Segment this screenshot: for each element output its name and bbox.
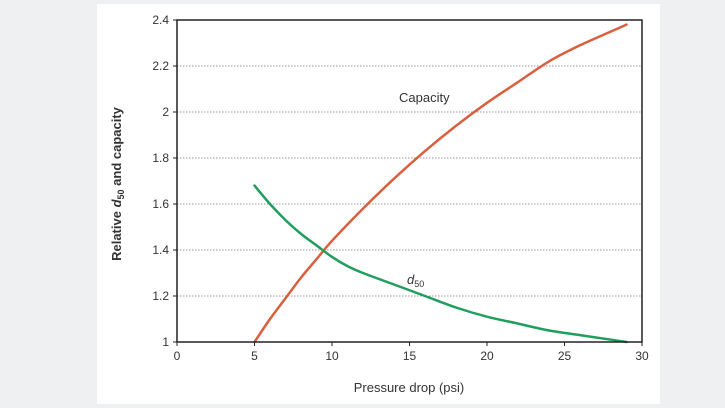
y-tick-label: 1.6: [152, 197, 169, 211]
d50-line: [253, 184, 628, 344]
y-tick-label: 2: [162, 105, 169, 119]
y-axis-label-italic: d: [109, 198, 124, 207]
y-tick-label: 1.8: [152, 151, 169, 165]
line-chart: 0 5 10 15 20 25 30 1 1.2 1.4 1.6 1.8 2 2.2 2.4 Pressu…: [109, 13, 649, 395]
x-tick-label: 25: [558, 349, 572, 363]
chart-panel: 0 5 10 15 20 25 30 1 1.2 1.4 1.6 1.8 2 2.2 2.4 Pressu…: [97, 4, 660, 404]
x-axis-ticks: 0 5 10 15 20 25 30: [174, 342, 649, 363]
capacity-line: [253, 23, 628, 344]
y-axis-ticks: 1 1.2 1.4 1.6 1.8 2 2.2 2.4: [152, 13, 177, 349]
y-tick-label: 1.4: [152, 243, 169, 257]
x-tick-label: 0: [174, 349, 181, 363]
series-label-d50-italic: d: [407, 272, 415, 287]
gridlines: [177, 65, 642, 297]
y-tick-label: 1: [162, 335, 169, 349]
x-tick-label: 10: [325, 349, 339, 363]
y-tick-label: 1.2: [152, 289, 169, 303]
series-label-d50-subscript: 50: [414, 279, 424, 289]
x-tick-label: 30: [635, 349, 649, 363]
x-tick-label: 15: [403, 349, 417, 363]
y-tick-label: 2.2: [152, 59, 169, 73]
y-tick-label: 2.4: [152, 13, 169, 27]
x-tick-label: 20: [480, 349, 494, 363]
series-layer: [253, 23, 628, 344]
plot-frame: [176, 19, 643, 343]
y-axis-label-subscript: 50: [116, 189, 126, 199]
y-axis-label-part: Relative: [109, 207, 124, 260]
series-label-d50: d50: [407, 272, 424, 289]
series-label-capacity: Capacity: [399, 90, 450, 105]
y-axis-label-part: and capacity: [109, 106, 124, 189]
x-tick-label: 5: [251, 349, 258, 363]
y-axis-label: Relative d50 and capacity: [109, 106, 126, 261]
x-axis-label: Pressure drop (psi): [354, 380, 465, 395]
